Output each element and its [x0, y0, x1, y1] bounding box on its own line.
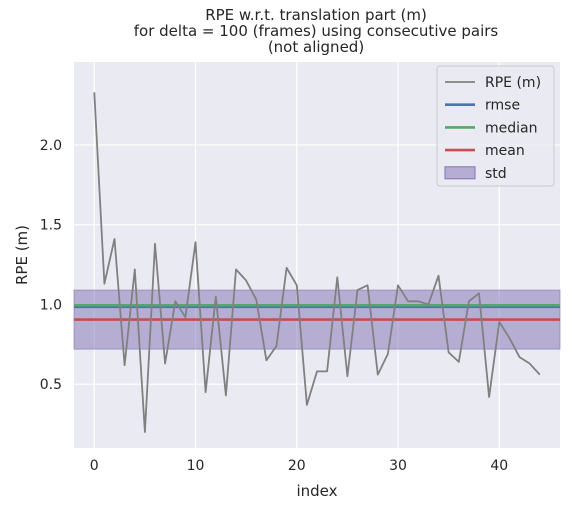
statistics-overlay	[73, 289, 561, 350]
legend-label: mean	[485, 143, 525, 159]
y-axis-label: RPE (m)	[13, 225, 31, 285]
y-tick-label: 1.5	[40, 218, 62, 234]
rpe-series-line	[93, 92, 541, 433]
x-axis-ticks: 0 10 20 30 40	[90, 458, 508, 474]
chart-title-line-1: RPE w.r.t. translation part (m)	[205, 6, 427, 24]
x-tick-label: 40	[490, 458, 508, 474]
y-tick-label: 1.0	[40, 297, 62, 313]
x-tick-label: 20	[288, 458, 306, 474]
legend-swatch	[444, 166, 476, 180]
legend-label: rmse	[485, 98, 520, 114]
legend-label: std	[485, 166, 507, 182]
x-tick-label: 30	[389, 458, 407, 474]
y-axis-ticks: 0.5 1.0 1.5 2.0	[40, 138, 62, 393]
y-tick-label: 2.0	[40, 138, 62, 154]
watermark-text: CSDN @weixin_44081378	[341, 477, 562, 497]
chart-title-line-2: for delta = 100 (frames) using consecuti…	[134, 22, 499, 40]
x-tick-label: 0	[90, 458, 99, 474]
series-layer	[93, 92, 541, 433]
legend-label: RPE (m)	[485, 75, 541, 91]
chart-title-line-3: (not aligned)	[268, 38, 364, 56]
y-tick-label: 0.5	[40, 377, 62, 393]
legend-box	[436, 65, 555, 187]
legend: RPE (m) rmse median mean std	[436, 65, 555, 187]
x-axis-label: index	[296, 482, 337, 500]
legend-label: median	[485, 120, 537, 136]
x-tick-label: 10	[187, 458, 205, 474]
